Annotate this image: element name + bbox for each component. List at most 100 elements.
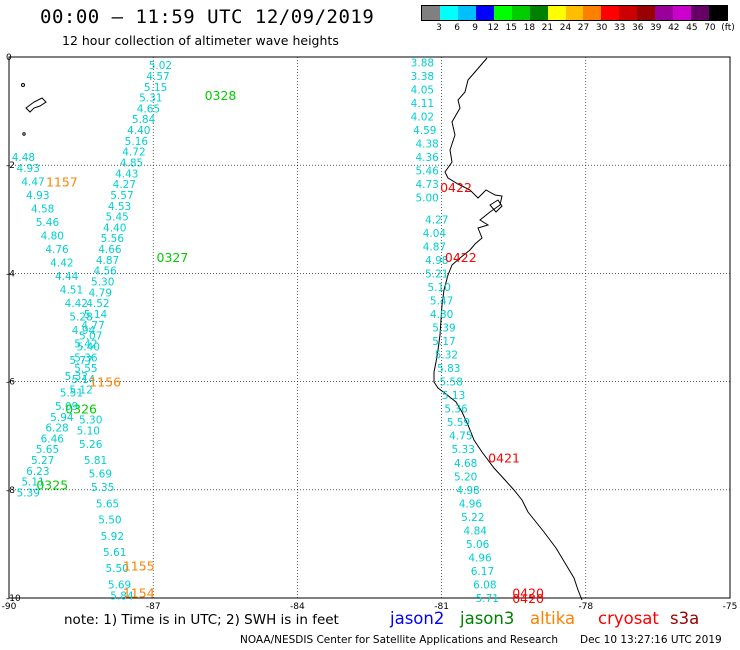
galapagos-island: [25, 97, 47, 113]
wave-height-value: 5.65: [36, 444, 59, 456]
track-time-label: 1155: [123, 559, 155, 574]
wave-height-value: 4.43: [115, 168, 138, 180]
wave-height-value: 4.02: [411, 112, 434, 124]
wave-height-value: 4.77: [81, 320, 104, 332]
legend-label: 24: [559, 23, 572, 33]
legend-swatch: [493, 6, 512, 20]
coastline: [21, 57, 583, 601]
legend-swatch: [529, 6, 548, 20]
color-legend: 3 6 9 12 15 18 21 24 27 30 33 36 39 42 45 70 (ft): [421, 5, 735, 35]
credit-text: NOAA/NESDIS Center for Satellite Applica…: [240, 634, 558, 646]
wave-height-value: 5.51: [60, 387, 83, 399]
legend-swatch: [655, 6, 674, 20]
galapagos-islet: [21, 83, 25, 87]
legend-label: 30: [595, 23, 608, 33]
legend-label: 36: [631, 23, 644, 33]
wave-height-value: 5.39: [17, 488, 40, 500]
wave-height-value: 4.53: [108, 201, 131, 213]
wave-height-value: 4.73: [415, 179, 438, 191]
y-tick-label: 0: [6, 53, 12, 63]
wave-height-value: 4.52: [86, 298, 109, 310]
footer-note: note: 1) Time is in UTC; 2) SWH is in fe…: [64, 612, 339, 628]
track-time-label: 0421: [488, 450, 520, 465]
legend-swatch: [637, 6, 656, 20]
wave-height-value: 4.68: [454, 458, 477, 470]
wave-height-value: 5.40: [77, 341, 100, 353]
y-tick-label: -10: [6, 594, 21, 604]
wave-height-value: 4.47: [21, 176, 44, 188]
wave-height-value: 5.14: [72, 374, 96, 386]
wave-height-value: 4.79: [89, 287, 112, 299]
wave-height-value: 5.36: [74, 352, 98, 364]
wave-height-value: 4.38: [415, 139, 438, 151]
legend-label: 9: [472, 23, 479, 33]
wave-height-value: 4.56: [93, 266, 117, 278]
wave-height-value: 5.81: [84, 455, 107, 467]
wave-height-value: 4.51: [60, 285, 83, 297]
puna-island: [489, 199, 503, 213]
wave-height-value: 4.11: [411, 98, 434, 110]
wave-height-value: 5.12: [69, 385, 92, 397]
track-time-label: 0325: [36, 477, 68, 492]
wave-height-values: 5.024.575.155.314.655.844.405.164.724.85…: [12, 57, 499, 605]
wave-height-value: 3.88: [411, 57, 434, 69]
wave-height-value: 4.05: [411, 84, 434, 96]
wave-height-value: 5.10: [428, 282, 451, 294]
wave-height-value: 5.36: [444, 404, 468, 416]
wave-height-value: 5.69: [108, 579, 131, 591]
wave-height-value: 4.27: [425, 214, 448, 226]
legend-swatch: [457, 6, 476, 20]
wave-height-value: 5.55: [74, 363, 97, 375]
track-time-label: 0422: [440, 180, 472, 195]
legend-swatch: [601, 6, 620, 20]
wave-height-value: 4.87: [96, 255, 119, 267]
wave-height-value: 4.40: [103, 222, 126, 234]
legend-label: 12: [487, 23, 499, 33]
wave-height-value: 4.36: [415, 152, 439, 164]
wave-height-value: 4.65: [137, 103, 160, 115]
legend-label: 18: [523, 23, 536, 33]
track-time-label: 1156: [89, 375, 121, 390]
wave-height-value: 5.84: [110, 590, 134, 602]
wave-height-value: 4.80: [41, 231, 64, 243]
wave-height-value: 6.28: [45, 423, 68, 435]
wave-height-value: 5.32: [435, 350, 458, 362]
x-tick-label: -81: [434, 602, 449, 612]
legend-label: 3: [436, 23, 442, 33]
track-time-label: 0327: [157, 250, 189, 265]
legend-swatch: [475, 6, 494, 20]
legend-label: 33: [613, 23, 626, 33]
wave-height-value: 4.75: [449, 431, 472, 443]
wave-height-value: 5.35: [91, 482, 114, 494]
wave-height-value: 4.44: [55, 271, 79, 283]
ecuador-peru-coastline: [433, 57, 583, 601]
x-tick-label: -87: [146, 602, 161, 612]
timestamp-text: Dec 10 13:27:16 UTC 2019: [580, 634, 722, 646]
legend-label: 6: [454, 23, 460, 33]
legend-swatches: [421, 5, 728, 21]
y-tick-label: -4: [6, 269, 15, 279]
legend-swatch: [691, 6, 709, 20]
wave-height-value: 5.27: [31, 455, 54, 467]
wave-height-value: 5.33: [452, 444, 475, 456]
satellite-legend-jason3: jason3: [460, 609, 515, 628]
wave-height-value: 4.42: [65, 298, 88, 310]
track-time-label: 1157: [46, 174, 78, 189]
wave-height-value: 5.45: [105, 212, 128, 224]
wave-height-value: 4.84: [464, 525, 488, 537]
wave-height-value: 5.57: [110, 190, 133, 202]
satellite-legend-jason2: jason2: [390, 609, 445, 628]
x-tick-label: -84: [290, 602, 305, 612]
legend-swatch: [422, 6, 440, 20]
legend-swatch: [439, 6, 458, 20]
wave-height-value: 4.98: [425, 255, 448, 267]
wave-height-value: 5.59: [447, 417, 470, 429]
wave-height-value: 5.69: [89, 469, 112, 481]
x-tick-label: -75: [723, 602, 738, 612]
x-tick-label: -90: [2, 602, 17, 612]
wave-height-value: 5.10: [77, 425, 100, 437]
wave-height-value: 4.48: [12, 152, 35, 164]
wave-height-value: 5.14: [84, 309, 108, 321]
legend-label: 15: [505, 23, 518, 33]
wave-height-value: 4.98: [456, 485, 479, 497]
